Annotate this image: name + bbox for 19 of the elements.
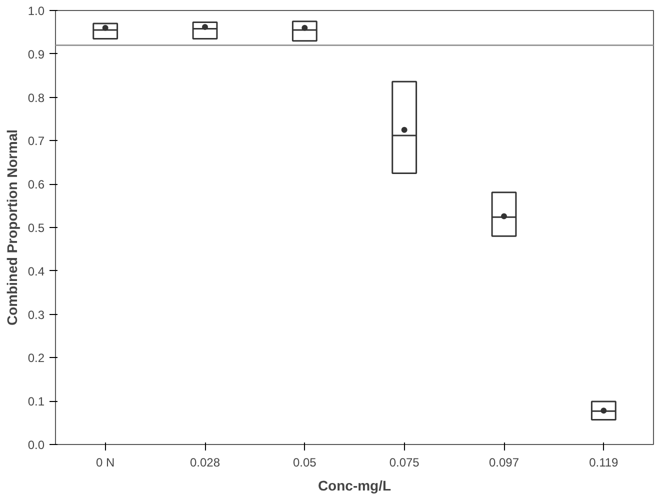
x-tick-label: 0.075 [389,456,420,470]
y-tick-label: 0.5 [28,221,45,235]
y-tick-label: 1.0 [28,4,45,18]
x-tick-label: 0.097 [488,456,520,470]
y-tick-label: 0.4 [28,264,45,278]
x-tick-label: 0.028 [190,456,220,470]
y-tick-label: 0.9 [28,47,45,62]
y-tick-label: 0.1 [28,394,45,409]
x-tick-label: 0.119 [589,456,619,470]
y-tick-label: 0.0 [28,438,45,452]
y-tick-label: 0.6 [28,178,45,192]
y-tick-label: 0.2 [28,351,45,366]
x-tick-label: 0 N [96,456,115,470]
y-tick-label: 0.8 [28,90,45,105]
y-tick-label: 0.3 [28,308,45,322]
x-axis-title: Conc-mg/L [318,478,392,494]
x-tick-label: 0.05 [292,456,317,470]
y-tick-label: 0.7 [28,134,45,148]
y-axis-title: Combined Proportion Normal [4,130,20,326]
